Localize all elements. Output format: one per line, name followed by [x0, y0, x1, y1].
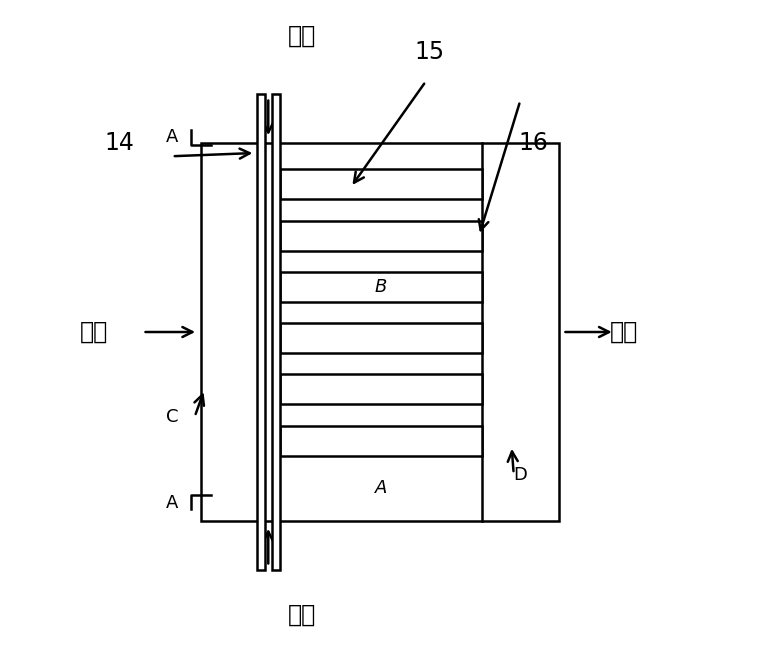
Bar: [280, 374, 482, 404]
Text: 尾气: 尾气: [611, 320, 638, 344]
Bar: [280, 426, 482, 456]
Text: 氢气: 氢气: [288, 603, 316, 627]
Text: 空气: 空气: [80, 320, 108, 344]
Text: A: A: [166, 493, 178, 512]
Text: 16: 16: [518, 132, 548, 155]
Bar: [280, 272, 482, 302]
Text: A: A: [166, 128, 178, 146]
Text: D: D: [513, 466, 527, 484]
Text: C: C: [166, 408, 178, 426]
Text: B: B: [375, 278, 387, 296]
Text: A: A: [375, 479, 387, 497]
Bar: [280, 169, 482, 199]
Bar: [280, 221, 482, 251]
Bar: [201, 143, 559, 521]
Bar: [280, 323, 482, 353]
Bar: [272, 94, 280, 570]
Text: 氢气: 氢气: [288, 24, 316, 48]
Bar: [256, 94, 265, 570]
Text: 14: 14: [105, 132, 135, 155]
Text: 15: 15: [414, 40, 444, 64]
